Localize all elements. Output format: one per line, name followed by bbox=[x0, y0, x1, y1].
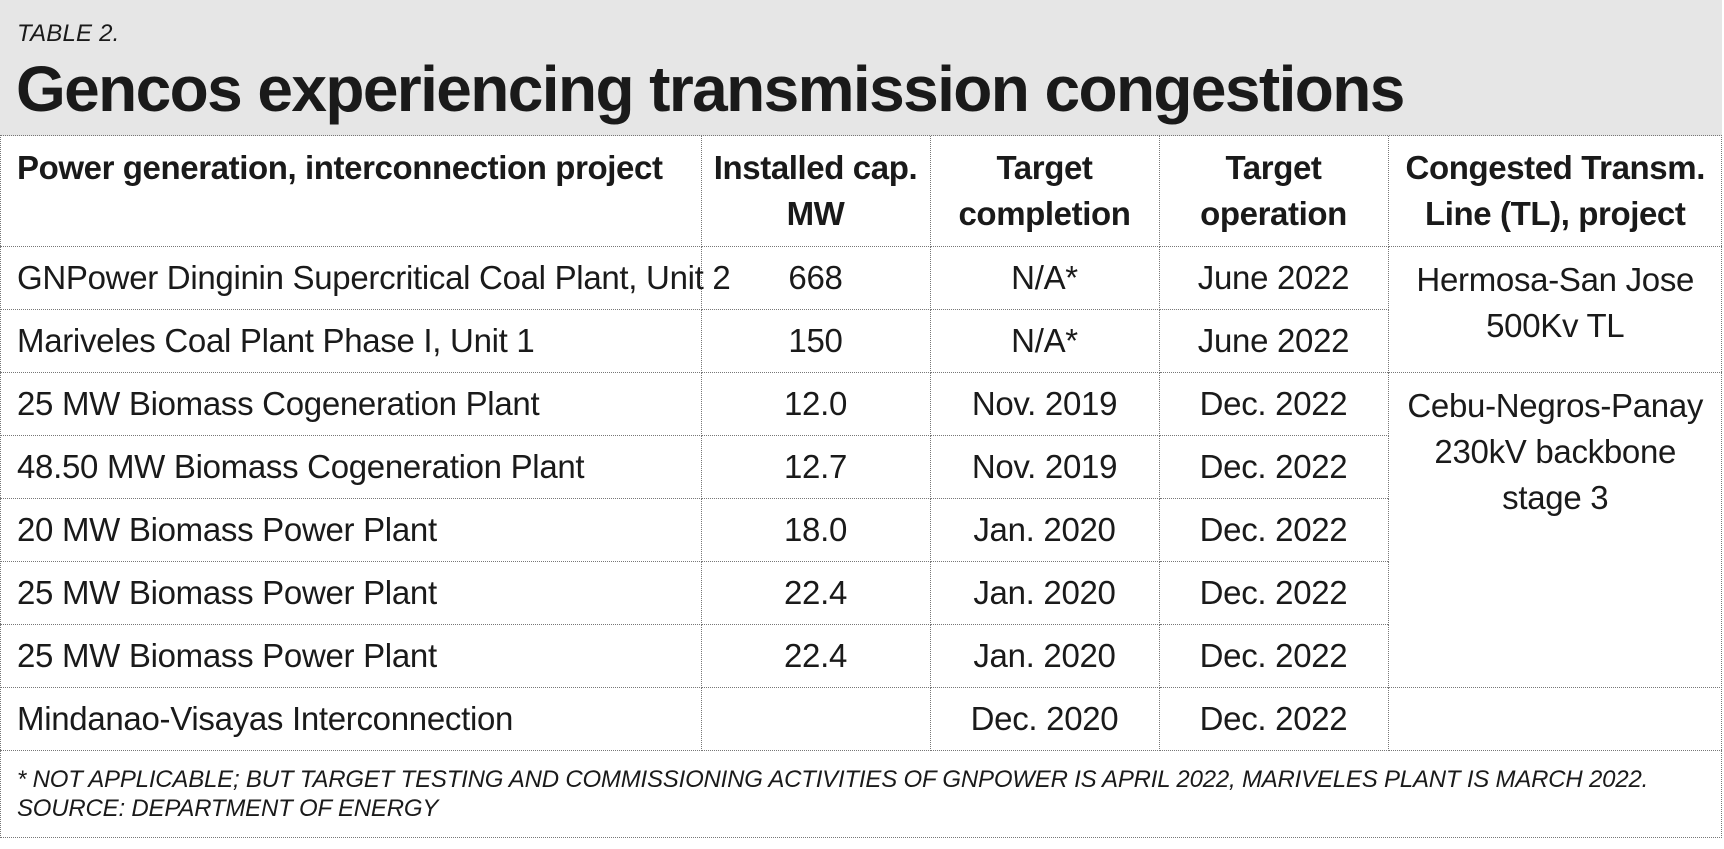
cell-project: 25 MW Biomass Power Plant bbox=[0, 560, 702, 625]
transmission-line-text: 500Kv TL bbox=[1486, 306, 1625, 344]
cell-operation: June 2022 bbox=[1158, 308, 1388, 373]
cell-operation: Dec. 2022 bbox=[1158, 686, 1389, 751]
cell-capacity: 150 bbox=[700, 308, 931, 373]
transmission-line-text: Cebu-Negros-Panay bbox=[1407, 386, 1704, 424]
cell-completion: Dec. 2020 bbox=[929, 686, 1160, 751]
table-row: 20 MW Biomass Power Plant 18.0 Jan. 2020… bbox=[0, 497, 1722, 562]
cell-completion: N/A* bbox=[929, 308, 1160, 373]
cell-operation: Dec. 2022 bbox=[1158, 560, 1388, 625]
cell-operation: Dec. 2022 bbox=[1158, 497, 1388, 562]
cell-transmission-line: Hermosa-San Jose 500Kv TL bbox=[1387, 245, 1722, 373]
table-header-band: TABLE 2. Gencos experiencing transmissio… bbox=[0, 0, 1722, 136]
table-footer: * NOT APPLICABLE; BUT TARGET TESTING AND… bbox=[17, 765, 1648, 823]
footnote: * NOT APPLICABLE; BUT TARGET TESTING AND… bbox=[17, 766, 1649, 793]
table-row: 25 MW Biomass Power Plant 22.4 Jan. 2020… bbox=[0, 560, 1722, 625]
cell-completion: Jan. 2020 bbox=[929, 497, 1160, 562]
table-row: 25 MW Biomass Power Plant 22.4 Jan. 2020… bbox=[0, 623, 1722, 688]
column-header-project: Power generation, interconnection projec… bbox=[0, 136, 702, 247]
table-row: Mindanao-Visayas Interconnection Dec. 20… bbox=[0, 686, 1722, 751]
column-header-capacity: Installed cap. MW bbox=[700, 136, 931, 247]
column-header-line: Target bbox=[1225, 149, 1322, 186]
cell-project: Mariveles Coal Plant Phase I, Unit 1 bbox=[0, 308, 702, 373]
table-label: TABLE 2. bbox=[17, 20, 120, 47]
column-header-line: Power generation, interconnection projec… bbox=[17, 149, 663, 186]
cell-transmission-line: Cebu-Negros-Panay 230kV backbone stage 3 bbox=[1387, 371, 1722, 688]
column-header-line: completion bbox=[958, 195, 1131, 232]
column-header-line: Congested Transm. bbox=[1405, 149, 1706, 186]
table-row: 25 MW Biomass Cogeneration Plant 12.0 No… bbox=[0, 371, 1722, 688]
column-header-transmission-line: Congested Transm. Line (TL), project bbox=[1387, 136, 1722, 247]
transmission-line-text: Hermosa-San Jose bbox=[1416, 260, 1695, 298]
cell-operation: Dec. 2022 bbox=[1158, 371, 1389, 436]
cell-completion: N/A* bbox=[929, 245, 1160, 310]
cell-capacity: 18.0 bbox=[700, 497, 931, 562]
table-row: GNPower Dinginin Supercritical Coal Plan… bbox=[0, 245, 1722, 373]
column-header-line: Installed cap. bbox=[713, 149, 918, 186]
source-note: SOURCE: DEPARTMENT OF ENERGY bbox=[17, 795, 439, 822]
table-title: Gencos experiencing transmission congest… bbox=[16, 53, 1405, 125]
cell-project: 25 MW Biomass Power Plant bbox=[0, 623, 702, 688]
column-header-completion: Target completion bbox=[929, 136, 1160, 247]
cell-operation: June 2022 bbox=[1158, 245, 1389, 310]
cell-operation: Dec. 2022 bbox=[1158, 434, 1388, 499]
cell-project: Mindanao-Visayas Interconnection bbox=[0, 686, 702, 751]
cell-project: 48.50 MW Biomass Cogeneration Plant bbox=[0, 434, 702, 499]
cell-completion: Jan. 2020 bbox=[929, 623, 1160, 688]
data-table: Power generation, interconnection projec… bbox=[0, 136, 1722, 751]
cell-project: 25 MW Biomass Cogeneration Plant bbox=[0, 371, 702, 436]
cell-capacity: 12.0 bbox=[700, 371, 931, 436]
transmission-line-text: 230kV backbone bbox=[1434, 432, 1677, 470]
column-header-line: operation bbox=[1200, 195, 1347, 232]
cell-operation: Dec. 2022 bbox=[1158, 623, 1388, 688]
table-row: Mariveles Coal Plant Phase I, Unit 1 150… bbox=[0, 308, 1722, 373]
cell-capacity: 22.4 bbox=[700, 560, 931, 625]
cell-transmission-line bbox=[1387, 686, 1722, 751]
transmission-line-text: stage 3 bbox=[1502, 478, 1609, 516]
column-header-row: Power generation, interconnection projec… bbox=[0, 136, 1722, 247]
cell-capacity: 22.4 bbox=[700, 623, 931, 688]
column-header-line: Line (TL), project bbox=[1425, 195, 1686, 232]
cell-completion: Nov. 2019 bbox=[929, 371, 1160, 436]
cell-project: 20 MW Biomass Power Plant bbox=[0, 497, 702, 562]
cell-capacity: 12.7 bbox=[700, 434, 931, 499]
column-header-operation: Target operation bbox=[1158, 136, 1389, 247]
cell-completion: Nov. 2019 bbox=[929, 434, 1160, 499]
cell-capacity: 668 bbox=[700, 245, 931, 310]
cell-capacity bbox=[700, 686, 931, 751]
cell-completion: Jan. 2020 bbox=[929, 560, 1160, 625]
cell-project: GNPower Dinginin Supercritical Coal Plan… bbox=[0, 245, 731, 310]
column-header-line: Target bbox=[996, 149, 1093, 186]
column-header-line: MW bbox=[786, 195, 845, 232]
